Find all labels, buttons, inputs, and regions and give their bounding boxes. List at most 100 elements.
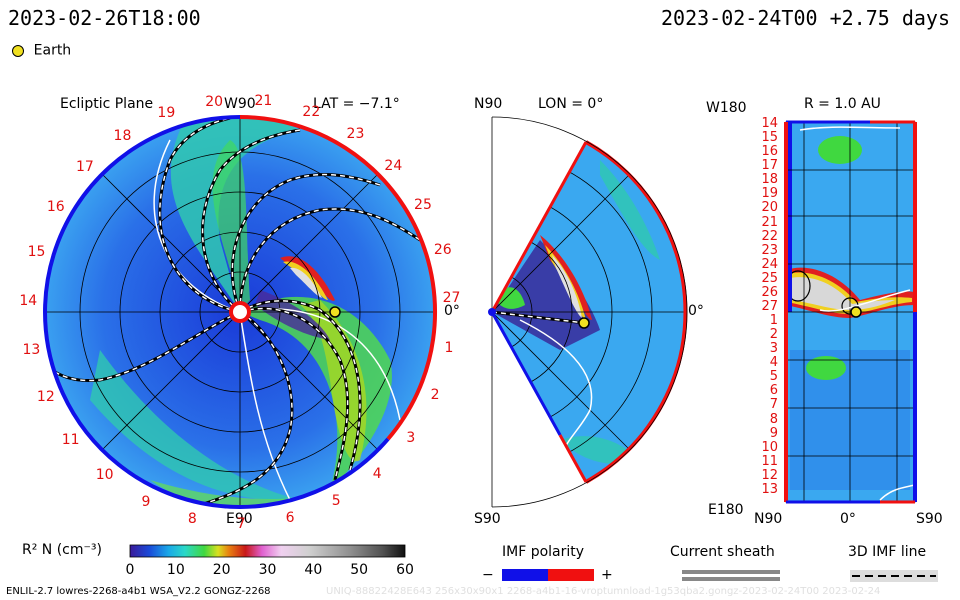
radial-tick-16: 16 (761, 144, 778, 160)
radial-tick-19: 19 (761, 186, 778, 202)
radial-tick-14: 14 (761, 116, 778, 131)
radial-tick-15: 15 (761, 130, 778, 146)
radial-tick-23: 23 (761, 242, 778, 258)
ecliptic-tick-19: 19 (157, 105, 176, 122)
ecliptic-title: Ecliptic Plane (60, 96, 154, 112)
watermark: UNIQ-88822428E643 256x30x90x1 2268-a4b1-… (326, 586, 881, 597)
radial-tick-6: 6 (769, 383, 778, 399)
radial-top-left: W180 (706, 100, 747, 116)
earth-marker-icon (12, 44, 24, 57)
ecliptic-tick-26: 26 (433, 242, 452, 259)
radial-tick-18: 18 (761, 172, 778, 188)
ecliptic-tick-9: 9 (141, 494, 151, 510)
imf-plus-label: + (601, 567, 613, 583)
ecliptic-right-label: 0° (444, 303, 460, 319)
radial-bottom-left: E180 (708, 502, 744, 518)
meridional-bottom-left: S90 (474, 511, 501, 527)
radial-tick-1: 1 (769, 313, 778, 329)
radial-tick-20: 20 (761, 200, 778, 216)
radial-tick-9: 9 (769, 425, 778, 441)
colorbar-tick-40: 40 (304, 562, 323, 578)
radial-surface-panel (784, 120, 917, 504)
ecliptic-tick-1: 1 (444, 339, 454, 356)
colorbar (129, 544, 406, 558)
ecliptic-lat-label: LAT = −7.1° (313, 96, 400, 112)
colorbar-tick-0: 0 (125, 562, 135, 578)
imf-line-title: 3D IMF line (848, 544, 927, 560)
ecliptic-tick-20: 20 (205, 93, 224, 110)
sun-icon (229, 301, 251, 323)
ecliptic-tick-10: 10 (95, 467, 114, 484)
radial-tick-3: 3 (769, 341, 778, 357)
ecliptic-bottom-label: E90 (226, 511, 253, 527)
radial-tick-12: 12 (761, 467, 778, 483)
radial-tick-25: 25 (761, 270, 778, 286)
colorbar-tick-30: 30 (258, 562, 277, 578)
radial-tick-10: 10 (761, 439, 778, 455)
meridional-top-left: N90 (474, 96, 503, 112)
imf-positive-swatch (548, 569, 594, 581)
radial-tick-4: 4 (769, 355, 778, 371)
observation-time: 2023-02-26T18:00 (8, 6, 201, 30)
ecliptic-tick-11: 11 (61, 431, 80, 448)
ecliptic-tick-21: 21 (254, 93, 273, 110)
radial-tick-7: 7 (769, 397, 778, 413)
ecliptic-tick-7: 7 (236, 515, 246, 532)
meridional-right-label: 0° (688, 303, 704, 319)
earth-icon-radial (850, 306, 862, 318)
model-info: ENLIL-2.7 lowres-2268-a4b1 WSA_V2.2 GONG… (6, 586, 271, 597)
radial-tick-2: 2 (769, 327, 778, 343)
colorbar-tick-50: 50 (350, 562, 369, 578)
ecliptic-tick-13: 13 (22, 342, 41, 359)
ecliptic-plane-panel (43, 115, 438, 509)
run-info: 2023-02-24T00 +2.75 days (661, 6, 950, 30)
ecliptic-tick-18: 18 (113, 127, 132, 144)
radial-x-mid: 0° (840, 511, 856, 527)
earth-icon-meridional (578, 317, 590, 329)
colorbar-tick-10: 10 (166, 562, 185, 578)
earth-icon (329, 306, 341, 318)
radial-x-right: S90 (916, 511, 943, 527)
earth-legend-label: Earth (33, 42, 72, 59)
ecliptic-tick-2: 2 (430, 386, 440, 403)
radial-tick-17: 17 (761, 158, 778, 174)
ecliptic-tick-12: 12 (36, 389, 55, 406)
ecliptic-tick-27: 27 (442, 290, 461, 307)
ecliptic-tick-4: 4 (372, 465, 382, 482)
radial-tick-11: 11 (761, 453, 778, 469)
radial-tick-26: 26 (761, 284, 778, 300)
radial-tick-24: 24 (761, 256, 778, 272)
imf-minus-label: − (482, 567, 494, 583)
ecliptic-tick-24: 24 (384, 157, 403, 174)
radial-tick-8: 8 (769, 411, 778, 427)
ecliptic-tick-23: 23 (346, 126, 365, 143)
imf-negative-swatch (502, 569, 548, 581)
ecliptic-tick-22: 22 (302, 104, 321, 121)
radial-tick-21: 21 (761, 214, 778, 230)
ecliptic-tick-17: 17 (76, 159, 94, 176)
ecliptic-top-label: W90 (224, 96, 256, 112)
radial-tick-5: 5 (769, 369, 778, 385)
radial-tick-22: 22 (761, 228, 778, 244)
ecliptic-tick-15: 15 (27, 244, 46, 261)
colorbar-tick-20: 20 (212, 562, 231, 578)
colorbar-label: R² N (cm⁻³) (22, 542, 102, 558)
meridional-panel (488, 116, 688, 508)
current-sheath-title: Current sheath (670, 544, 775, 560)
radial-x-left: N90 (754, 511, 783, 527)
ecliptic-tick-8: 8 (187, 510, 197, 527)
ecliptic-tick-3: 3 (406, 429, 416, 446)
ecliptic-tick-16: 16 (46, 199, 65, 216)
imf-polarity-title: IMF polarity (502, 544, 585, 560)
earth-legend: Earth (12, 40, 71, 59)
radial-tick-27: 27 (761, 298, 778, 314)
radial-r-label: R = 1.0 AU (804, 96, 881, 112)
ecliptic-tick-5: 5 (331, 492, 341, 509)
colorbar-tick-60: 60 (396, 562, 414, 578)
ecliptic-tick-14: 14 (19, 292, 38, 309)
ecliptic-tick-25: 25 (414, 196, 432, 213)
meridional-lon-label: LON = 0° (538, 96, 604, 112)
ecliptic-tick-6: 6 (285, 509, 295, 526)
radial-tick-13: 13 (761, 481, 778, 497)
